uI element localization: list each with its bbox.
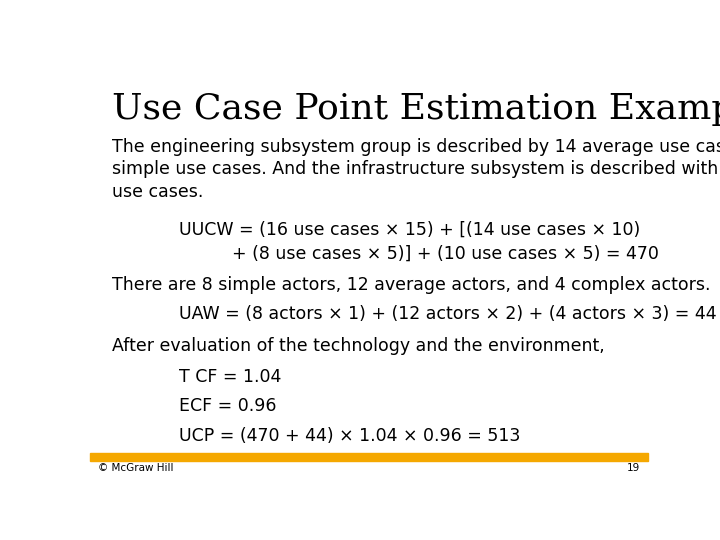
Text: UUCW = (16 use cases × 15) + [(14 use cases × 10): UUCW = (16 use cases × 15) + [(14 use ca… [179,220,641,238]
Text: 19: 19 [626,463,639,472]
Bar [90,453,648,461]
Text: ECF = 0.96: ECF = 0.96 [179,397,276,415]
Text: Use Case Point Estimation Example 1: Use Case Point Estimation Example 1 [112,92,720,126]
Text: The engineering subsystem group is described by 14 average use cases and 8
simpl: The engineering subsystem group is descr… [112,138,720,201]
Text: © McGraw Hill: © McGraw Hill [99,463,174,472]
Text: UAW = (8 actors × 1) + (12 actors × 2) + (4 actors × 3) = 44: UAW = (8 actors × 1) + (12 actors × 2) +… [179,305,717,323]
Text: + (8 use cases × 5)] + (10 use cases × 5) = 470: + (8 use cases × 5)] + (10 use cases × 5… [233,245,660,262]
Text: T CF = 1.04: T CF = 1.04 [179,368,282,386]
Text: After evaluation of the technology and the environment,: After evaluation of the technology and t… [112,337,605,355]
Text: UCP = (470 + 44) × 1.04 × 0.96 = 513: UCP = (470 + 44) × 1.04 × 0.96 = 513 [179,427,521,444]
Text: There are 8 simple actors, 12 average actors, and 4 complex actors.: There are 8 simple actors, 12 average ac… [112,276,711,294]
